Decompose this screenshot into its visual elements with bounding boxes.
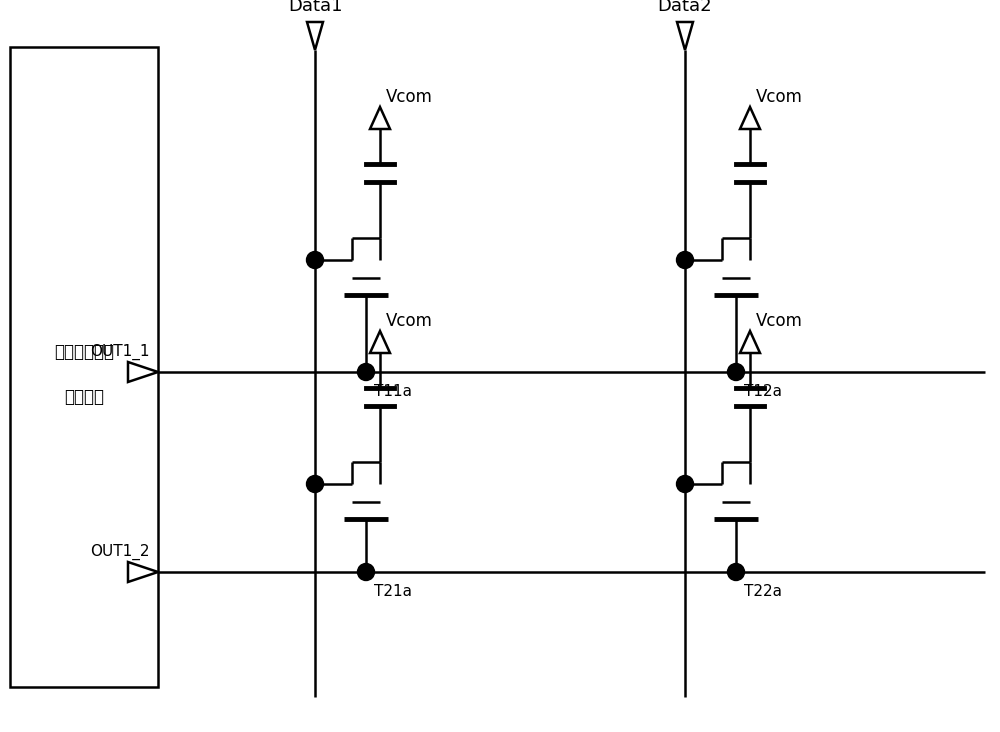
Circle shape: [728, 364, 744, 381]
Text: 阵列基板栅极: 阵列基板栅极: [54, 343, 114, 361]
Text: OUT1_2: OUT1_2: [90, 544, 150, 560]
Text: OUT1_1: OUT1_1: [90, 344, 150, 360]
Text: T22a: T22a: [744, 584, 782, 599]
Text: T12a: T12a: [744, 384, 782, 399]
Circle shape: [357, 364, 374, 381]
Circle shape: [357, 564, 374, 580]
Circle shape: [306, 476, 324, 493]
Text: Vcom: Vcom: [386, 88, 433, 106]
Text: T21a: T21a: [374, 584, 412, 599]
Text: T11a: T11a: [374, 384, 412, 399]
Circle shape: [676, 252, 694, 269]
Text: Data1: Data1: [288, 0, 342, 15]
Circle shape: [676, 476, 694, 493]
Circle shape: [306, 252, 324, 269]
Text: Vcom: Vcom: [756, 88, 803, 106]
Text: 驱动电路: 驱动电路: [64, 388, 104, 406]
Circle shape: [728, 564, 744, 580]
Bar: [10, 47, 158, 687]
Text: Vcom: Vcom: [756, 312, 803, 330]
Text: Data2: Data2: [658, 0, 712, 15]
Text: Vcom: Vcom: [386, 312, 433, 330]
